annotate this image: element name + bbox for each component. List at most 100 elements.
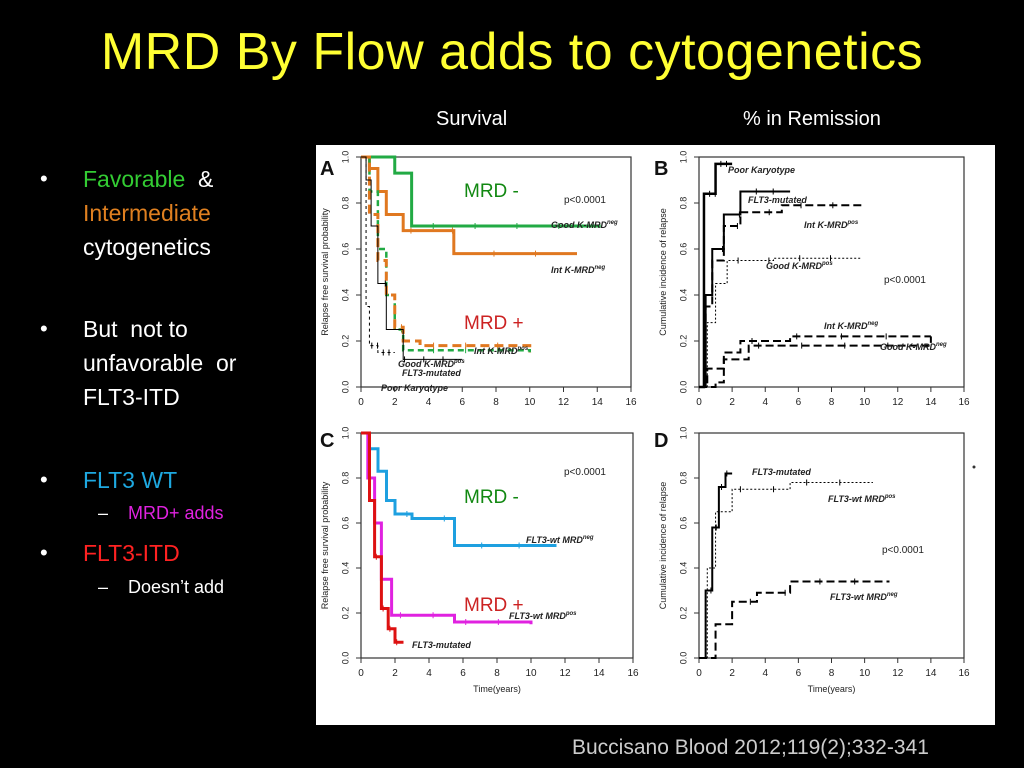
x-tick-label: 2 (392, 397, 398, 408)
y-tick-label: 0.6 (678, 517, 688, 530)
mrd-annotation: MRD - (464, 181, 519, 202)
series-line (699, 472, 733, 659)
series-label-superscript: pos (565, 611, 577, 617)
x-tick-label: 4 (426, 668, 432, 679)
y-tick-label: 0.0 (340, 381, 350, 394)
y-tick-label: 0.2 (340, 335, 350, 348)
y-tick-label: 0.8 (340, 472, 350, 485)
y-axis-label: Cumulative incidence of relapse (658, 482, 668, 610)
bullet-segment: Favorable (83, 166, 186, 192)
x-tick-label: 6 (796, 397, 802, 408)
series-label-superscript: neg (595, 265, 606, 271)
bullet-text: Intermediate (83, 196, 313, 230)
bullet-text: FLT3-ITD (83, 380, 313, 414)
series-label-superscript: pos (884, 494, 896, 500)
series-label-text: Good K-MRD (880, 342, 936, 352)
panel-letter: D (654, 430, 668, 452)
x-tick-label: 4 (762, 397, 768, 408)
y-axis-label: Relapse free survival probability (320, 481, 330, 609)
series-line (699, 162, 733, 389)
bullet-segment: & (185, 166, 214, 192)
series-label: FLT3-mutated (752, 467, 811, 477)
panel-frame (698, 432, 965, 659)
series-line (699, 257, 862, 388)
y-tick-label: 1.0 (678, 151, 688, 164)
x-tick-label: 16 (625, 397, 637, 408)
series-label: FLT3-mutated (412, 640, 471, 650)
x-tick-label: 10 (859, 397, 871, 408)
x-tick-label: 0 (696, 668, 702, 679)
series-line (361, 431, 557, 547)
series-label-text: Int K-MRD (804, 220, 848, 230)
bullet-text: MRD+ adds (128, 500, 224, 526)
y-axis-label: Cumulative incidence of relapse (658, 208, 668, 336)
series-label: FLT3-mutated (402, 368, 461, 378)
series-line (361, 156, 395, 353)
x-tick-label: 2 (729, 397, 735, 408)
y-tick-label: 0.8 (678, 197, 688, 210)
series-label: FLT3-mutated (748, 195, 807, 205)
bullet-dash: – (98, 503, 109, 523)
x-tick-label: 8 (829, 397, 835, 408)
series-line (699, 580, 890, 659)
bullet-text: cytogenetics (83, 230, 313, 264)
p-value: p<0.0001 (884, 275, 926, 286)
series-label: Good K-MRDpos (766, 261, 833, 271)
y-tick-label: 0.0 (678, 381, 688, 394)
series-label: Poor Karyotype (728, 165, 795, 175)
y-tick-label: 0.6 (340, 517, 350, 530)
series-label-superscript: neg (868, 321, 879, 327)
x-tick-label: 12 (559, 668, 571, 679)
bullet-text: Doesn’t add (128, 574, 224, 600)
y-tick-label: 0.0 (678, 652, 688, 665)
x-tick-label: 8 (494, 668, 500, 679)
panel-letter: B (654, 158, 668, 180)
series-label-text: FLT3-wt MRD (509, 611, 566, 621)
series-label: Good K-MRDpos (398, 359, 465, 369)
bullet-text: FLT3-ITD (83, 536, 313, 570)
series-line (699, 204, 865, 388)
y-tick-label: 1.0 (340, 151, 350, 164)
y-tick-label: 1.0 (340, 427, 350, 440)
survival-column-heading: Survival (436, 108, 508, 130)
bullet-text: But not to (83, 312, 313, 346)
bullet-segment: MRD+ adds (128, 503, 224, 523)
series-label-superscript: neg (936, 342, 947, 348)
x-tick-label: 10 (525, 668, 537, 679)
x-tick-label: 4 (762, 668, 768, 679)
x-tick-label: 16 (958, 397, 970, 408)
y-tick-label: 0.4 (678, 562, 688, 575)
y-tick-label: 0.2 (678, 335, 688, 348)
x-tick-label: 16 (958, 668, 970, 679)
x-tick-label: 6 (459, 397, 465, 408)
citation: Buccisano Blood 2012;119(2);332-341 (572, 736, 929, 759)
series-label-text: Int K-MRD (551, 265, 595, 275)
series-line (699, 482, 873, 659)
km-figure-svg: A 0 2 4 6 8 10 12 14 16 0.0 0.2 0.4 0.6 0.8 1.0 Relapse … (320, 151, 976, 694)
series-label: Int K-MRDpos (474, 346, 529, 356)
p-value: p<0.0001 (564, 195, 606, 206)
x-tick-label: 14 (592, 397, 604, 408)
x-axis-label: Time(years) (473, 684, 521, 694)
series-label-superscript: pos (517, 346, 529, 352)
series-line (361, 431, 404, 644)
bullet-text: Favorable & (83, 162, 313, 196)
x-tick-label: 0 (358, 397, 364, 408)
y-axis-label: Relapse free survival probability (320, 208, 330, 336)
slide-title: MRD By Flow adds to cytogenetics (100, 23, 924, 81)
bullet-segment: FLT3-ITD (83, 540, 180, 566)
bullet-dot: • (40, 166, 48, 191)
y-tick-label: 0.0 (340, 652, 350, 665)
x-tick-label: 0 (358, 668, 364, 679)
mrd-annotation: MRD - (464, 487, 519, 508)
p-value: p<0.0001 (882, 545, 924, 556)
series-line (361, 155, 601, 228)
series-label: FLT3-wt MRDpos (509, 611, 577, 621)
stray-mark (972, 465, 976, 469)
series-label-text: FLT3-wt MRD (526, 535, 583, 545)
series-line (361, 155, 532, 353)
series-line (699, 336, 932, 388)
x-tick-label: 8 (493, 397, 499, 408)
x-tick-label: 6 (460, 668, 466, 679)
x-tick-label: 10 (524, 397, 536, 408)
